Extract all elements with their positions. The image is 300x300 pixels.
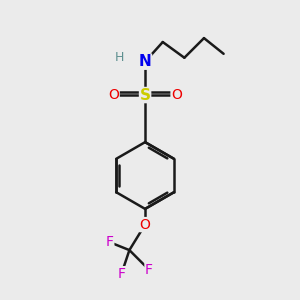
- Text: N: N: [139, 54, 152, 69]
- Text: F: F: [106, 235, 114, 249]
- Text: O: O: [140, 218, 151, 232]
- Text: F: F: [118, 267, 125, 281]
- Text: H: H: [115, 51, 124, 64]
- Text: O: O: [171, 88, 182, 102]
- Text: O: O: [108, 88, 119, 102]
- Text: F: F: [145, 263, 153, 277]
- Text: S: S: [140, 88, 151, 103]
